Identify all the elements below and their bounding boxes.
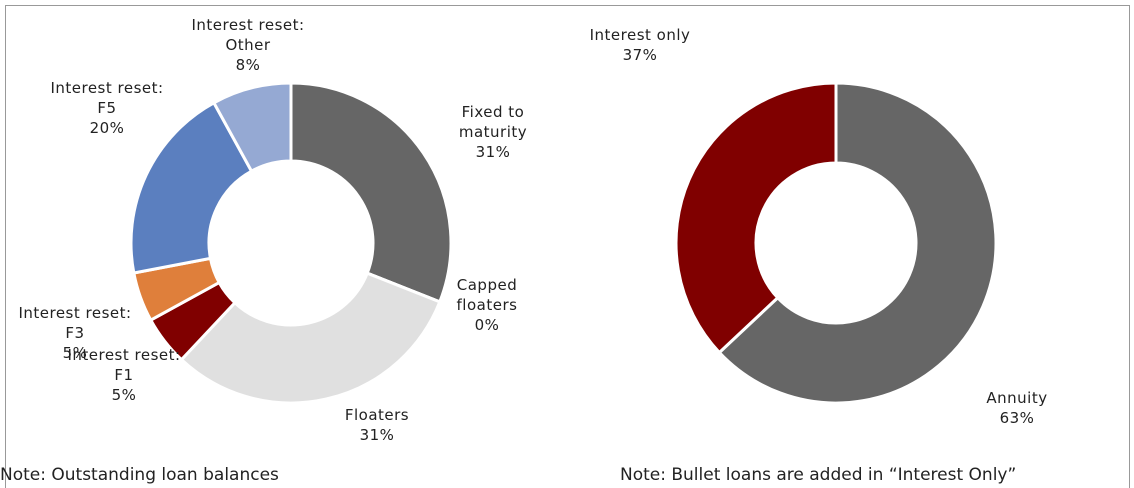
category-label: Annuity xyxy=(986,389,1048,407)
value-label: 5% xyxy=(62,344,88,362)
category-label: Capped floaters xyxy=(456,276,518,314)
slice-label: Interest only 37% xyxy=(580,25,700,65)
value-label: 20% xyxy=(89,119,125,137)
slice-label: Interest reset: F3 5% xyxy=(15,303,135,363)
category-label: Floaters xyxy=(344,406,410,424)
donut-slice xyxy=(179,271,442,405)
value-label: 8% xyxy=(235,56,261,74)
category-label: Interest only xyxy=(589,26,691,44)
value-label: 5% xyxy=(111,386,137,404)
slice-label: Fixed to maturity 31% xyxy=(433,102,553,162)
value-label: 37% xyxy=(622,46,658,64)
slice-label: Capped floaters 0% xyxy=(427,275,547,335)
slice-label: Floaters 31% xyxy=(317,405,437,445)
category-label: Interest reset: F5 xyxy=(50,79,164,117)
value-label: 31% xyxy=(359,426,395,444)
value-label: 63% xyxy=(999,409,1035,427)
category-label: Interest reset: Other xyxy=(191,16,305,54)
slice-label: Interest reset: Other 8% xyxy=(188,15,308,75)
donut-slice xyxy=(129,100,254,275)
note: Note: Bullet loans are added in “Interes… xyxy=(620,465,1017,485)
donut-slice xyxy=(717,81,998,405)
donut-slice xyxy=(289,81,453,304)
donut-slice xyxy=(674,81,838,355)
category-label: Interest reset: F1 xyxy=(67,346,181,384)
slice-label: Annuity 63% xyxy=(957,388,1077,428)
donut-slice xyxy=(211,81,293,174)
value-label: 0% xyxy=(474,316,500,334)
category-label: Interest reset: F3 xyxy=(18,304,132,342)
category-label: Fixed to maturity xyxy=(458,103,528,141)
frame xyxy=(5,5,1130,488)
slice-label: Interest reset: F5 20% xyxy=(47,78,167,138)
value-label: 31% xyxy=(475,143,511,161)
slice-label: Interest reset: F1 5% xyxy=(64,345,184,405)
note: Note: Outstanding loan balances xyxy=(0,465,279,485)
